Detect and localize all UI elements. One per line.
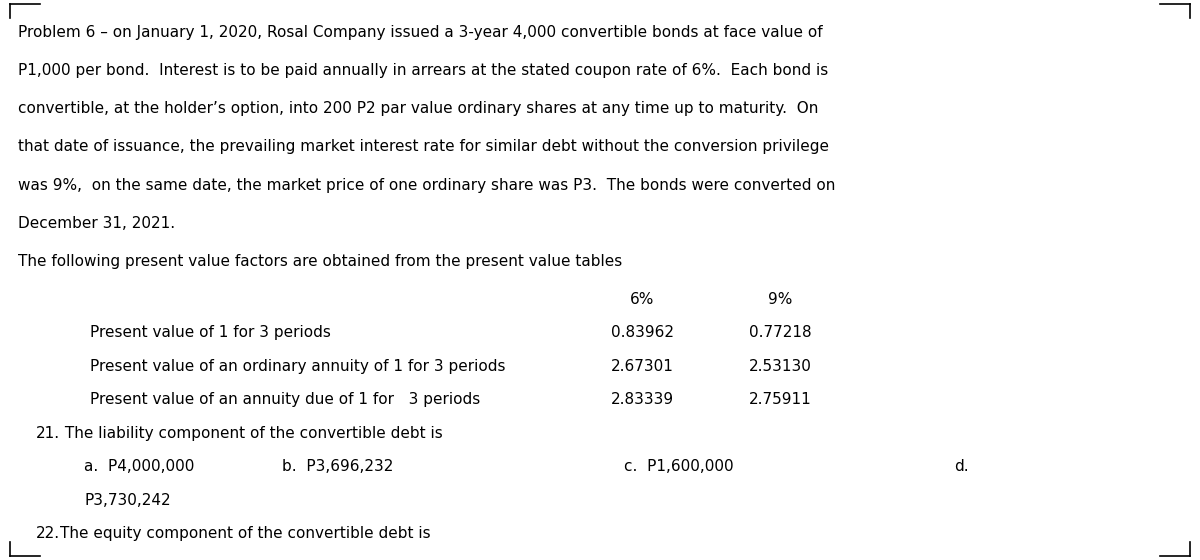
Text: Problem 6 – on January 1, 2020, Rosal Company issued a 3-year 4,000 convertible : Problem 6 – on January 1, 2020, Rosal Co… bbox=[18, 25, 823, 40]
Text: Present value of an ordinary annuity of 1 for 3 periods: Present value of an ordinary annuity of … bbox=[90, 359, 505, 374]
Text: 21.: 21. bbox=[36, 426, 60, 441]
Text: 2.83339: 2.83339 bbox=[611, 393, 673, 407]
Text: Present value of 1 for 3 periods: Present value of 1 for 3 periods bbox=[90, 325, 331, 340]
Text: The following present value factors are obtained from the present value tables: The following present value factors are … bbox=[18, 254, 623, 269]
Text: 22.: 22. bbox=[36, 526, 60, 542]
Text: c.  P1,600,000: c. P1,600,000 bbox=[624, 459, 733, 474]
Text: was 9%,  on the same date, the market price of one ordinary share was P3.  The b: was 9%, on the same date, the market pri… bbox=[18, 178, 835, 193]
Text: b.  P3,696,232: b. P3,696,232 bbox=[282, 459, 394, 474]
Text: that date of issuance, the prevailing market interest rate for similar debt with: that date of issuance, the prevailing ma… bbox=[18, 139, 829, 155]
Text: d.: d. bbox=[954, 459, 968, 474]
Text: a.  P4,000,000: a. P4,000,000 bbox=[84, 459, 194, 474]
Text: Present value of an annuity due of 1 for   3 periods: Present value of an annuity due of 1 for… bbox=[90, 393, 480, 407]
Text: The equity component of the convertible debt is: The equity component of the convertible … bbox=[60, 526, 431, 542]
Text: The liability component of the convertible debt is: The liability component of the convertib… bbox=[60, 426, 443, 441]
Text: 0.83962: 0.83962 bbox=[611, 325, 673, 340]
Text: December 31, 2021.: December 31, 2021. bbox=[18, 216, 175, 231]
Text: 2.75911: 2.75911 bbox=[749, 393, 811, 407]
Text: P3,730,242: P3,730,242 bbox=[84, 493, 170, 508]
Text: 2.67301: 2.67301 bbox=[611, 359, 673, 374]
Text: 2.53130: 2.53130 bbox=[749, 359, 811, 374]
Text: convertible, at the holder’s option, into 200 P2 par value ordinary shares at an: convertible, at the holder’s option, int… bbox=[18, 101, 818, 116]
Text: P1,000 per bond.  Interest is to be paid annually in arrears at the stated coupo: P1,000 per bond. Interest is to be paid … bbox=[18, 63, 828, 78]
Text: 0.77218: 0.77218 bbox=[749, 325, 811, 340]
Text: 9%: 9% bbox=[768, 292, 792, 307]
Text: 6%: 6% bbox=[630, 292, 654, 307]
